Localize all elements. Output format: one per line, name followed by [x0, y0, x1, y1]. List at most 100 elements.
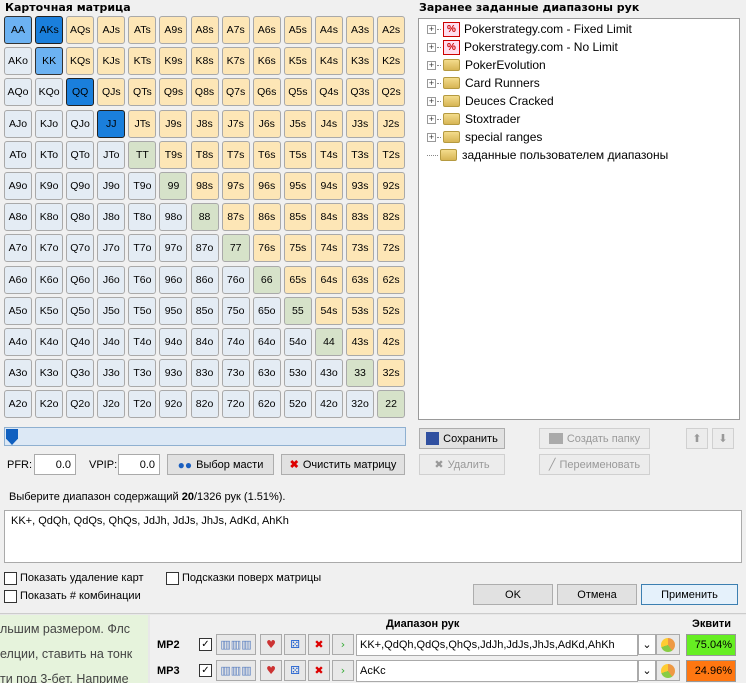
apply-button[interactable]: Применить — [641, 584, 738, 605]
hand-cell-74s[interactable]: 74s — [314, 234, 343, 263]
hand-cell-K3o[interactable]: K3o — [35, 359, 64, 388]
hand-cell-K5s[interactable]: K5s — [283, 47, 312, 76]
hand-cell-K4s[interactable]: K4s — [314, 47, 343, 76]
show-combos-checkbox[interactable] — [4, 590, 17, 603]
hand-cell-64o[interactable]: 64o — [252, 327, 281, 356]
hand-cell-Q3o[interactable]: Q3o — [66, 359, 95, 388]
hand-cell-96o[interactable]: 96o — [159, 265, 188, 294]
hand-cell-62o[interactable]: 62o — [252, 390, 281, 419]
delete-button[interactable]: ✖ Удалить — [419, 454, 505, 475]
hand-cell-QTo[interactable]: QTo — [66, 140, 95, 169]
hand-cell-JTo[interactable]: JTo — [97, 140, 126, 169]
hand-cell-A5s[interactable]: A5s — [283, 16, 312, 44]
hand-cell-J2s[interactable]: J2s — [377, 109, 406, 138]
range-slider[interactable] — [4, 427, 406, 446]
hand-cell-AA[interactable]: AA — [4, 16, 32, 44]
hand-cell-J2o[interactable]: J2o — [97, 390, 126, 419]
hand-cell-T7o[interactable]: T7o — [128, 234, 157, 263]
hand-cell-J5o[interactable]: J5o — [97, 296, 126, 325]
hand-cell-J8s[interactable]: J8s — [190, 109, 219, 138]
hand-cell-T9s[interactable]: T9s — [159, 140, 188, 169]
clear-player-button[interactable]: ✖ — [308, 634, 330, 655]
arrow-button[interactable]: › — [332, 634, 354, 655]
hand-cell-62s[interactable]: 62s — [377, 265, 406, 294]
hand-cell-J4s[interactable]: J4s — [314, 109, 343, 138]
hand-cell-AKo[interactable]: AKo — [4, 47, 32, 76]
hand-cell-Q7o[interactable]: Q7o — [66, 234, 95, 263]
hand-cell-KJo[interactable]: KJo — [35, 109, 64, 138]
hand-cell-K7s[interactable]: K7s — [221, 47, 250, 76]
hand-cell-85s[interactable]: 85s — [283, 203, 312, 232]
hand-cell-K4o[interactable]: K4o — [35, 327, 64, 356]
hand-cell-A8s[interactable]: A8s — [190, 16, 219, 44]
hand-cell-93s[interactable]: 93s — [346, 171, 375, 200]
hand-cell-66[interactable]: 66 — [252, 265, 281, 294]
save-button[interactable]: Сохранить — [419, 428, 505, 449]
card-deck-button[interactable]: ▥▥▥ — [216, 660, 256, 681]
player-checkbox[interactable]: ✓ — [199, 638, 212, 651]
hand-cell-Q2s[interactable]: Q2s — [377, 78, 406, 107]
player-checkbox[interactable]: ✓ — [199, 664, 212, 677]
expand-icon[interactable]: + — [427, 113, 436, 124]
hand-cell-92o[interactable]: 92o — [159, 390, 188, 419]
hand-cell-QJo[interactable]: QJo — [66, 109, 95, 138]
card-deck-button[interactable]: ▥▥▥ — [216, 634, 256, 655]
hand-cell-J7o[interactable]: J7o — [97, 234, 126, 263]
tree-item[interactable]: заданные пользователем диапазоны — [427, 146, 668, 164]
clear-player-button[interactable]: ✖ — [308, 660, 330, 681]
hand-cell-63s[interactable]: 63s — [346, 265, 375, 294]
hand-cell-98s[interactable]: 98s — [190, 171, 219, 200]
expand-icon[interactable]: + — [427, 23, 436, 34]
hand-cell-A6s[interactable]: A6s — [252, 16, 281, 44]
expand-icon[interactable]: + — [427, 41, 436, 52]
hand-cell-AJs[interactable]: AJs — [97, 16, 126, 44]
hand-cell-T7s[interactable]: T7s — [221, 140, 250, 169]
hand-cell-33[interactable]: 33 — [346, 359, 375, 388]
hand-cell-ATs[interactable]: ATs — [128, 16, 157, 44]
hand-cell-94s[interactable]: 94s — [314, 171, 343, 200]
tree-item[interactable]: + Card Runners — [427, 74, 540, 92]
hand-cell-86s[interactable]: 86s — [252, 203, 281, 232]
hand-cell-K5o[interactable]: K5o — [35, 296, 64, 325]
hand-cell-Q9s[interactable]: Q9s — [159, 78, 188, 107]
hand-cell-A5o[interactable]: A5o — [4, 296, 32, 325]
hand-cell-A3s[interactable]: A3s — [346, 16, 375, 44]
hand-cell-T8o[interactable]: T8o — [128, 203, 157, 232]
hand-cell-J5s[interactable]: J5s — [283, 109, 312, 138]
hand-cell-75o[interactable]: 75o — [221, 296, 250, 325]
hand-cell-A7s[interactable]: A7s — [221, 16, 250, 44]
hand-cell-A9o[interactable]: A9o — [4, 171, 32, 200]
arrow-button[interactable]: › — [332, 660, 354, 681]
hand-cell-93o[interactable]: 93o — [159, 359, 188, 388]
hand-cell-54s[interactable]: 54s — [314, 296, 343, 325]
hand-cell-K2o[interactable]: K2o — [35, 390, 64, 419]
hand-cell-86o[interactable]: 86o — [190, 265, 219, 294]
hand-cell-Q3s[interactable]: Q3s — [346, 78, 375, 107]
hand-cell-K9o[interactable]: K9o — [35, 171, 64, 200]
hand-cell-43s[interactable]: 43s — [346, 327, 375, 356]
hand-cell-83o[interactable]: 83o — [190, 359, 219, 388]
hand-cell-Q5o[interactable]: Q5o — [66, 296, 95, 325]
hand-cell-A6o[interactable]: A6o — [4, 265, 32, 294]
hand-cell-T3o[interactable]: T3o — [128, 359, 157, 388]
move-down-button[interactable]: ⬇ — [712, 428, 734, 449]
hand-cell-96s[interactable]: 96s — [252, 171, 281, 200]
tree-item[interactable]: + special ranges — [427, 128, 542, 146]
range-dropdown[interactable]: ⌄ — [638, 660, 656, 681]
hand-cell-32o[interactable]: 32o — [346, 390, 375, 419]
hand-cell-84s[interactable]: 84s — [314, 203, 343, 232]
hand-cell-92s[interactable]: 92s — [377, 171, 406, 200]
hand-cell-A8o[interactable]: A8o — [4, 203, 32, 232]
hand-cell-A2s[interactable]: A2s — [377, 16, 406, 44]
hand-cell-Q4s[interactable]: Q4s — [314, 78, 343, 107]
hand-cell-A7o[interactable]: A7o — [4, 234, 32, 263]
hand-cell-88[interactable]: 88 — [190, 203, 219, 232]
hand-cell-T4s[interactable]: T4s — [314, 140, 343, 169]
hand-cell-55[interactable]: 55 — [283, 296, 312, 325]
range-chart-button[interactable] — [656, 634, 680, 655]
hand-cell-65s[interactable]: 65s — [283, 265, 312, 294]
hand-cell-Q5s[interactable]: Q5s — [283, 78, 312, 107]
ok-button[interactable]: OK — [473, 584, 553, 605]
hand-cell-76s[interactable]: 76s — [252, 234, 281, 263]
slider-handle[interactable] — [6, 429, 18, 445]
